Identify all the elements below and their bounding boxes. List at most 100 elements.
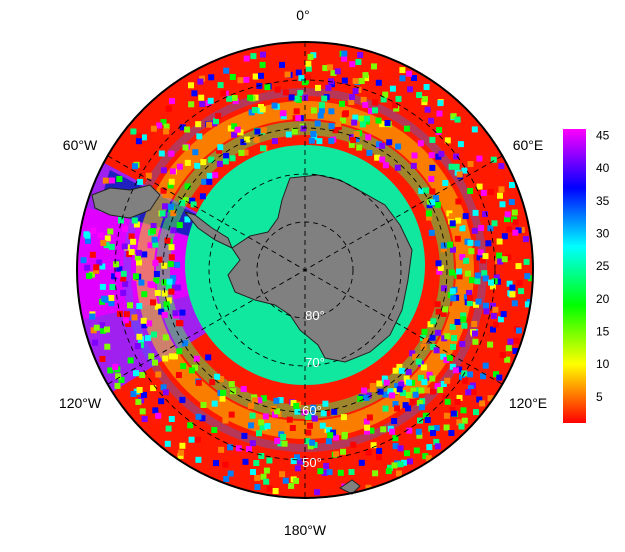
data-cell [423,84,430,90]
data-cell [322,400,329,407]
data-cell [429,334,436,341]
data-cell [482,362,489,369]
data-cell [228,381,235,388]
data-cell [168,353,175,360]
data-cell [489,283,496,290]
data-cell [115,373,122,380]
data-cell [168,244,175,251]
data-cell [288,94,295,101]
data-cell [363,394,370,401]
data-cell [405,392,412,398]
colorbar-tick-label: 10 [596,357,610,371]
data-cell [323,463,330,469]
data-cell [435,260,442,267]
data-cell [379,121,386,128]
data-cell [273,397,280,404]
data-cell [100,239,107,246]
data-cell [133,221,140,228]
data-cell [90,227,97,234]
data-cell [384,120,391,126]
data-cell [497,258,504,265]
data-cell [169,284,176,291]
data-cell [152,359,158,366]
data-cell [320,410,327,417]
data-cell [297,458,304,465]
data-cell [415,387,422,394]
data-cell [406,427,413,434]
data-cell [417,140,424,147]
data-cell [151,331,157,338]
data-cell [358,115,365,122]
data-cell [379,156,386,163]
data-cell [241,432,248,439]
data-cell [467,385,474,392]
data-cell [440,381,447,387]
data-cell [136,387,143,393]
data-cell [271,138,278,145]
data-cell [104,343,111,350]
data-cell [376,454,382,461]
data-cell [161,312,168,318]
data-cell [161,290,168,297]
data-cell [217,144,224,151]
data-cell [374,154,381,161]
data-cell [328,123,335,130]
data-cell [522,236,529,243]
data-cell [358,459,365,466]
lat-label-50: 50° [302,455,322,470]
data-cell [167,182,174,189]
data-cell [309,439,316,446]
data-cell [128,233,135,240]
data-cell [187,422,194,429]
data-cell [158,150,165,157]
data-cell [473,301,479,308]
data-cell [403,375,410,382]
data-cell [120,289,127,296]
data-cell [86,272,93,279]
data-cell [450,246,456,253]
data-cell [192,364,198,371]
data-cell [341,50,348,57]
data-cell [454,235,461,242]
data-cell [195,121,202,128]
data-cell [238,150,245,156]
data-cell [450,343,456,350]
data-cell [392,401,399,407]
lat-label-60: 60° [302,403,322,418]
data-cell [93,324,100,331]
data-cell [481,270,488,277]
data-cell [108,243,115,250]
data-cell [311,415,318,422]
data-cell [211,400,218,407]
data-cell [399,75,406,82]
data-cell [231,95,238,101]
data-cell [243,55,250,62]
data-cell [293,108,300,115]
data-cell [476,183,483,190]
data-cell [453,163,460,170]
data-cell [315,84,321,91]
data-cell [380,426,387,433]
data-cell [295,115,302,122]
data-cell [397,445,404,452]
data-cell [274,86,281,93]
data-cell [250,53,257,60]
data-cell [172,310,179,317]
data-cell [254,475,261,481]
data-cell [394,164,401,171]
data-cell [132,163,138,170]
data-cell [307,53,314,60]
data-cell [164,237,171,244]
data-cell [437,387,444,393]
data-cell [355,59,362,65]
data-cell [319,422,326,429]
data-cell [369,386,376,392]
data-cell [447,241,454,248]
data-cell [135,138,142,145]
data-cell [515,227,522,234]
data-cell [381,375,388,382]
data-cell [395,143,402,150]
data-cell [412,391,419,398]
data-cell [293,403,300,409]
data-cell [102,296,109,303]
